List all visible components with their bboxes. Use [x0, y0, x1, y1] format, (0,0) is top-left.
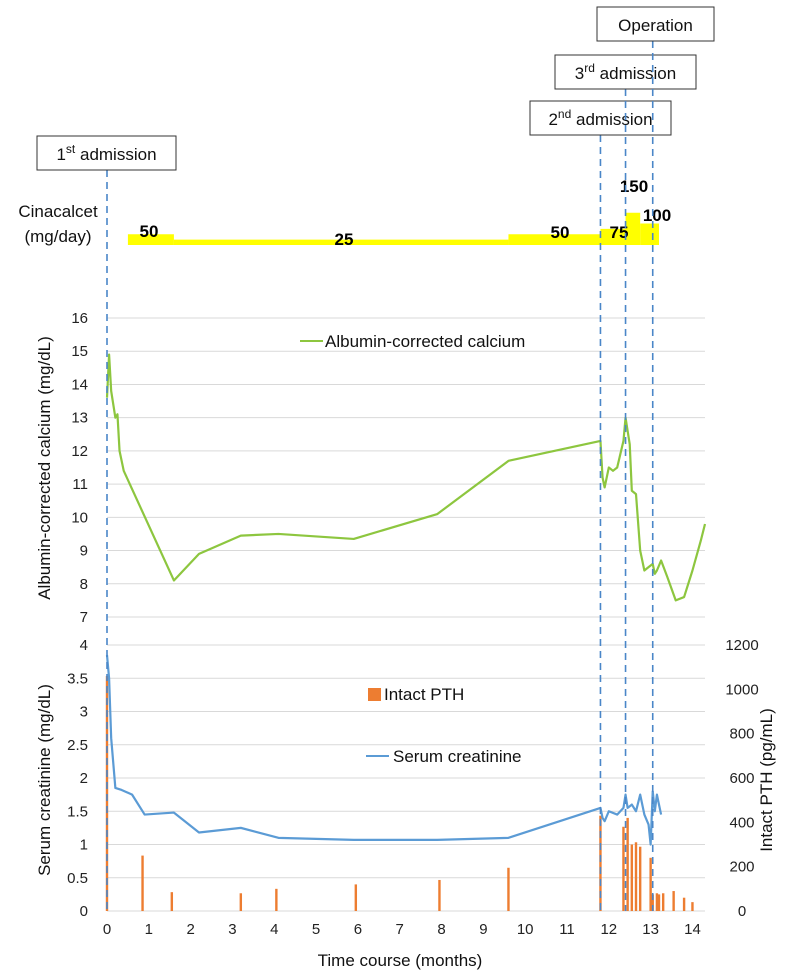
calcium-y-tick-label: 13 — [71, 410, 88, 427]
creatinine-y-tick-label: 0.5 — [67, 870, 88, 887]
pth-bar — [599, 815, 602, 911]
calcium-axis-title: Albumin-corrected calcium (mg/dL) — [35, 336, 54, 600]
pth-bar — [651, 894, 654, 911]
x-tick-label: 14 — [684, 921, 701, 938]
pth-y-tick-label: 800 — [729, 726, 754, 743]
cinacalcet-dose-label: 150 — [620, 177, 648, 196]
event-label: 3rd admission — [575, 61, 676, 83]
cinacalcet-dose-label: 100 — [643, 206, 671, 225]
cinacalcet-panel: Cinacalcet (mg/day) 50 25 50 75 150 100 — [18, 177, 671, 249]
calcium-y-tick-label: 8 — [80, 576, 88, 593]
event-label-box — [554, 54, 697, 90]
cinacalcet-dose-label: 75 — [610, 223, 629, 242]
cinacalcet-dose-label: 25 — [335, 230, 354, 249]
pth-bar — [622, 826, 625, 911]
x-tick-label: 0 — [103, 921, 111, 938]
pth-bar — [655, 893, 659, 911]
calcium-y-tick-label: 10 — [71, 509, 88, 526]
creatinine-y-tick-label: 2 — [80, 770, 88, 787]
x-tick-label: 4 — [270, 921, 278, 938]
pth-bar — [634, 842, 638, 911]
cinacalcet-dose-bar — [508, 234, 601, 245]
creatinine-axis-title: Serum creatinine (mg/dL) — [35, 684, 54, 876]
pth-y-tick-label: 200 — [729, 859, 754, 876]
pth-bar — [141, 855, 144, 911]
pth-bar — [682, 897, 686, 911]
cinacalcet-dose-bar — [600, 228, 626, 245]
creatinine-series-line — [105, 654, 663, 846]
calcium-legend-label: Albumin-corrected calcium — [325, 332, 525, 351]
pth-legend-label: Intact PTH — [384, 685, 464, 704]
x-tick-label: 8 — [437, 921, 445, 938]
calcium-panel: 7 8 9 10 11 12 13 14 15 16 Albumin-corrected calc… — [35, 310, 707, 626]
calcium-y-tick-label: 15 — [71, 343, 88, 360]
cinacalcet-dose-bar — [625, 212, 641, 245]
creatinine-pth-panel: 00.511.522.533.54 020040060080010001200 … — [35, 637, 776, 970]
cinacalcet-dose-label: 50 — [140, 222, 159, 241]
creatinine-y-tick-label: 1.5 — [67, 803, 88, 820]
x-tick-label: 7 — [396, 921, 404, 938]
pth-y-tick-label: 600 — [729, 770, 754, 787]
x-tick-label: 1 — [145, 921, 153, 938]
event-label-box — [596, 6, 715, 42]
pth-bar — [638, 846, 642, 911]
x-axis-title: Time course (months) — [318, 951, 483, 970]
x-tick-label: 2 — [186, 921, 194, 938]
cinacalcet-dose-bar — [173, 239, 509, 245]
cinacalcet-dose-bar — [127, 234, 174, 245]
calcium-y-tick-label: 16 — [71, 310, 88, 327]
pth-bar — [661, 893, 665, 911]
pth-bar — [626, 817, 629, 911]
pth-bar — [672, 891, 675, 911]
pth-y-tick-label: 1000 — [725, 681, 758, 698]
event-label: 2nd admission — [548, 107, 652, 129]
event-label: 1st admission — [56, 142, 156, 164]
event-label-box — [36, 135, 177, 171]
pth-bar — [170, 892, 174, 911]
calcium-y-tick-label: 7 — [80, 609, 88, 626]
pth-bar — [649, 857, 652, 911]
pth-bar — [657, 894, 661, 911]
pth-y-tick-label: 1200 — [725, 637, 758, 654]
calcium-y-tick-label: 14 — [71, 376, 88, 393]
cinacalcet-dose-bar — [640, 223, 659, 245]
event-label-box — [529, 100, 672, 136]
x-tick-label: 5 — [312, 921, 320, 938]
creatinine-y-tick-label: 2.5 — [67, 737, 88, 754]
calcium-y-tick-label: 11 — [72, 476, 88, 493]
pth-axis-title: Intact PTH (pg/mL) — [757, 708, 776, 852]
creatinine-y-tick-label: 3.5 — [67, 670, 88, 687]
x-tick-label: 10 — [517, 921, 534, 938]
pth-bar — [354, 884, 358, 911]
pth-bar — [691, 902, 694, 911]
event-label: Operation — [618, 16, 693, 35]
creatinine-legend-label: Serum creatinine — [393, 747, 522, 766]
x-tick-label: 3 — [228, 921, 236, 938]
pth-bar — [275, 888, 278, 911]
calcium-y-tick-label: 12 — [71, 443, 88, 460]
cinacalcet-axis-title-line2: (mg/day) — [24, 227, 91, 246]
pth-y-tick-label: 400 — [729, 814, 754, 831]
pth-bar — [507, 867, 510, 911]
calcium-series-line — [105, 353, 707, 602]
x-tick-label: 11 — [559, 921, 575, 938]
pth-y-tick-label: 0 — [738, 903, 746, 920]
creatinine-y-tick-label: 3 — [80, 704, 88, 721]
pth-bar — [105, 676, 109, 911]
creatinine-y-tick-label: 4 — [80, 637, 88, 654]
pth-bar — [630, 844, 634, 911]
cinacalcet-axis-title-line1: Cinacalcet — [18, 202, 98, 221]
x-tick-label: 12 — [600, 921, 617, 938]
x-tick-label: 6 — [354, 921, 362, 938]
pth-legend-swatch — [368, 688, 381, 701]
cinacalcet-dose-label: 50 — [551, 223, 570, 242]
x-tick-label: 13 — [642, 921, 659, 938]
creatinine-y-tick-label: 0 — [80, 903, 88, 920]
pth-bar — [239, 893, 243, 911]
calcium-y-tick-label: 9 — [80, 543, 88, 560]
creatinine-y-tick-label: 1 — [80, 837, 88, 854]
pth-bar — [438, 879, 441, 911]
x-tick-label: 9 — [479, 921, 487, 938]
